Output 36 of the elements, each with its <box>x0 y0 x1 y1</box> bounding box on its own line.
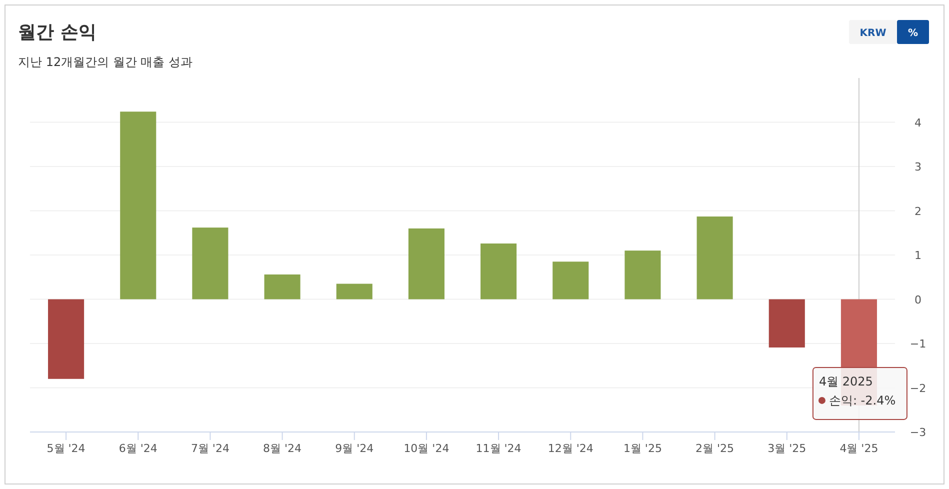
y-tick-label: 0 <box>914 293 922 306</box>
x-tick-label: 5월 '24 <box>46 442 86 455</box>
bar <box>264 274 300 300</box>
y-tick-label: −1 <box>910 338 926 350</box>
y-tick-label: −2 <box>910 382 926 395</box>
x-tick-label: 4월 '25 <box>840 442 878 455</box>
chart-subtitle: 지난 12개월간의 월간 매출 성과 <box>18 55 193 69</box>
x-tick-label: 2월 '25 <box>696 442 734 455</box>
x-tick-label: 8월 '24 <box>263 442 302 455</box>
bar <box>696 216 733 300</box>
bar <box>768 299 805 348</box>
bar <box>624 250 661 300</box>
bar <box>48 299 84 379</box>
y-tick-label: 2 <box>914 204 922 218</box>
bar <box>120 112 156 300</box>
annotation: 4월 2025 손익: -2.4% <box>818 374 896 408</box>
bar <box>480 243 517 300</box>
bar <box>336 284 372 300</box>
x-tick-label: 1월 '25 <box>623 442 662 455</box>
x-tick-label: 3월 '25 <box>768 442 806 455</box>
x-tick-label: 7월 '24 <box>190 442 230 455</box>
bar <box>552 262 589 300</box>
x-tick-label: 6월 '24 <box>118 442 158 455</box>
y-tick-label: 1 <box>914 249 922 262</box>
y-tick-label: 4 <box>914 116 922 130</box>
x-tick-label: 12월 '24 <box>548 442 594 455</box>
y-tick-label: −3 <box>910 426 926 439</box>
y-tick-label: 3 <box>914 160 922 174</box>
bar <box>192 228 228 300</box>
x-tick-label: 9월 '24 <box>335 442 374 455</box>
bar <box>408 228 444 300</box>
x-tick-label: 10월 '24 <box>404 442 450 455</box>
toggle-button: KRW <box>849 20 897 44</box>
x-tick-label: 11월 '24 <box>476 442 522 455</box>
chart-title: 월간 손익 <box>18 22 96 43</box>
toggle-button: % <box>897 20 929 44</box>
